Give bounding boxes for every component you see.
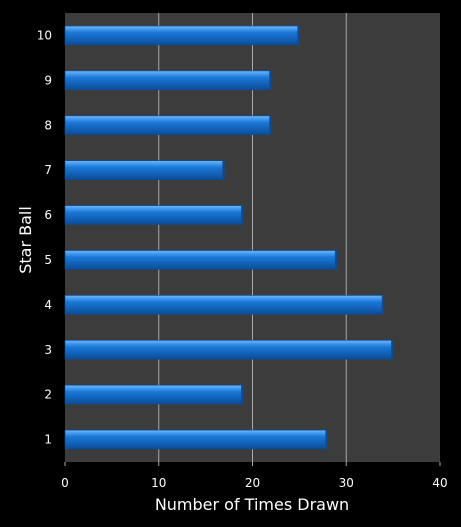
bar-star-ball-5 — [64, 250, 338, 270]
bar-end-cap-10 — [297, 26, 300, 45]
bar-end-cap-8 — [269, 115, 272, 135]
bar-end-cap-1 — [325, 430, 328, 449]
y-tick-label: 6 — [44, 208, 52, 222]
bar-end-cap-2 — [241, 385, 244, 405]
bar-end-cap-6 — [241, 205, 244, 225]
x-axis-title: Number of Times Drawn — [155, 495, 349, 514]
x-tick-label: 20 — [245, 476, 260, 490]
bar-end-cap-7 — [222, 160, 225, 180]
x-tick-label: 40 — [432, 476, 447, 490]
bar-star-ball-6 — [64, 205, 244, 225]
bar-end-cap-4 — [381, 295, 384, 315]
y-tick-label: 8 — [44, 118, 52, 132]
bar-star-ball-8 — [64, 115, 272, 135]
bar-end-cap-5 — [334, 250, 337, 270]
bar-star-ball-4 — [64, 295, 385, 315]
bar-star-ball-10 — [64, 25, 300, 46]
y-tick-label: 1 — [44, 433, 52, 447]
bar-star-ball-2 — [64, 384, 244, 405]
y-tick-label: 5 — [44, 253, 52, 267]
y-tick-label: 4 — [44, 298, 52, 312]
bar-star-ball-9 — [64, 70, 272, 91]
y-tick-label: 9 — [44, 73, 52, 87]
bar-end-cap-9 — [269, 70, 272, 90]
bar-star-ball-1 — [64, 429, 328, 450]
x-tick-label: 10 — [151, 476, 166, 490]
bar-end-cap-3 — [391, 340, 394, 360]
x-tick-label: 0 — [61, 476, 69, 490]
y-axis-ticks: 1 2 3 4 5 6 7 8 9 10 — [37, 28, 52, 446]
bar-star-ball-7 — [64, 160, 225, 180]
y-tick-label: 3 — [44, 343, 52, 357]
y-tick-label: 10 — [37, 28, 52, 42]
y-tick-label: 2 — [44, 388, 52, 402]
x-tick-label: 30 — [339, 476, 354, 490]
y-axis-title: Star Ball — [16, 206, 35, 274]
bars — [64, 25, 394, 450]
x-axis-ticks: 0 10 20 30 40 — [61, 462, 448, 490]
bar-star-ball-3 — [64, 340, 394, 360]
y-tick-label: 7 — [44, 163, 52, 177]
